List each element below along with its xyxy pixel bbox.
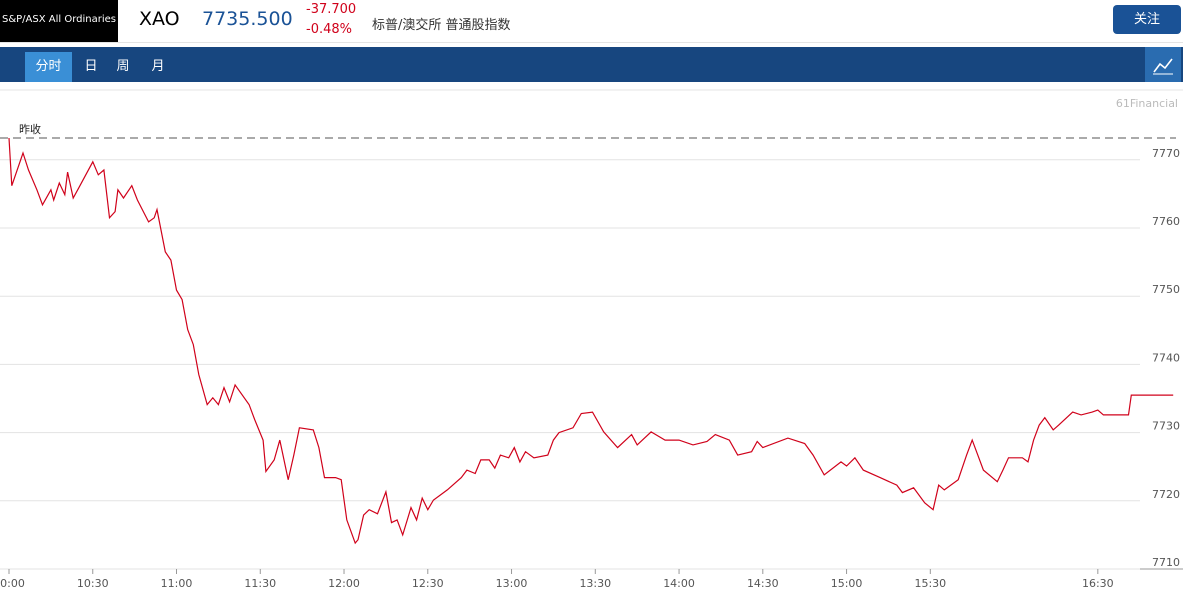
x-tick-label: 12:00 — [328, 577, 360, 590]
nav-bar: 分时 日 周 月 — [0, 47, 1183, 82]
x-tick-label: 10:30 — [77, 577, 109, 590]
price: 7735.500 — [202, 8, 293, 30]
x-tick-label: 12:30 — [412, 577, 444, 590]
index-name: S&P/ASX All Ordinaries — [0, 0, 118, 42]
description: 标普/澳交所 普通股指数 — [372, 18, 511, 33]
change: -37.700 — [306, 2, 357, 17]
symbol: XAO — [139, 8, 180, 30]
tab[interactable]: 日 — [84, 59, 98, 74]
x-tick-label: 15:30 — [914, 577, 946, 590]
tab[interactable]: 分时 — [25, 52, 72, 82]
y-tick-label: 7720 — [1152, 488, 1180, 501]
x-tick-label: 14:00 — [663, 577, 695, 590]
x-tick-label: 15:00 — [831, 577, 863, 590]
x-tick-label: 10:00 — [0, 577, 25, 590]
prev-close-label: 昨收 — [19, 122, 41, 136]
chart-icon-button[interactable] — [1145, 47, 1181, 82]
price-line — [8, 137, 1174, 545]
header: S&P/ASX All Ordinaries XAO 7735.500 -37.… — [0, 0, 1183, 43]
watermark: 61Financial — [1116, 97, 1178, 110]
y-tick-label: 7770 — [1152, 147, 1180, 160]
x-tick-label: 11:30 — [244, 577, 276, 590]
y-tick-label: 7760 — [1152, 215, 1180, 228]
y-tick-label: 7750 — [1152, 283, 1180, 296]
tab[interactable]: 月 — [151, 59, 165, 74]
x-tick-label: 13:30 — [579, 577, 611, 590]
x-tick-label: 16:30 — [1082, 577, 1114, 590]
x-tick-label: 13:00 — [496, 577, 528, 590]
x-tick-label: 14:30 — [747, 577, 779, 590]
y-tick-label: 7730 — [1152, 420, 1180, 433]
follow-button[interactable]: 关注 — [1113, 5, 1181, 34]
change-pct: -0.48% — [306, 22, 352, 37]
tab[interactable]: 周 — [116, 59, 130, 74]
y-tick-label: 7710 — [1152, 556, 1180, 569]
x-tick-label: 11:00 — [161, 577, 193, 590]
y-tick-label: 7740 — [1152, 351, 1180, 364]
